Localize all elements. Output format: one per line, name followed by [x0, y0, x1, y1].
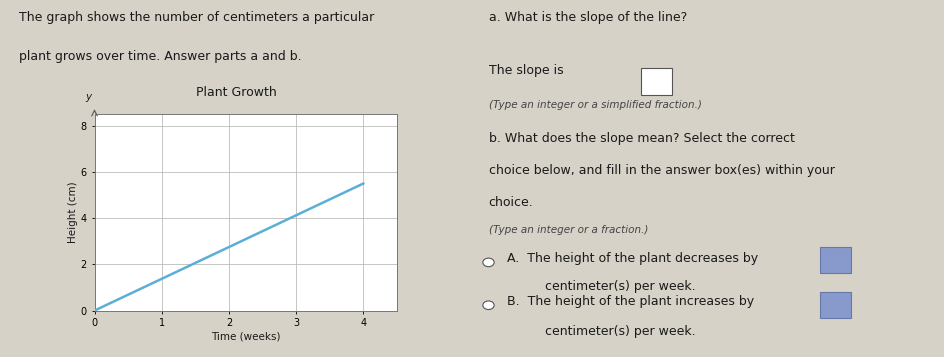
Text: B.  The height of the plant increases by: B. The height of the plant increases by	[507, 295, 753, 307]
Text: plant grows over time. Answer parts a and b.: plant grows over time. Answer parts a an…	[19, 50, 301, 63]
Text: The graph shows the number of centimeters a particular: The graph shows the number of centimeter…	[19, 11, 374, 24]
Text: A.  The height of the plant decreases by: A. The height of the plant decreases by	[507, 252, 758, 265]
Text: (Type an integer or a simplified fraction.): (Type an integer or a simplified fractio…	[488, 100, 700, 110]
Text: The slope is: The slope is	[488, 64, 563, 77]
Text: centimeter(s) per week.: centimeter(s) per week.	[521, 325, 696, 338]
Text: Plant Growth: Plant Growth	[195, 86, 277, 99]
Circle shape	[482, 301, 494, 310]
FancyBboxPatch shape	[819, 292, 850, 318]
Text: y: y	[85, 92, 92, 102]
Text: choice below, and fill in the answer box(es) within your: choice below, and fill in the answer box…	[488, 164, 834, 177]
X-axis label: Time (weeks): Time (weeks)	[211, 331, 280, 341]
Text: a. What is the slope of the line?: a. What is the slope of the line?	[488, 11, 686, 24]
FancyBboxPatch shape	[641, 68, 671, 95]
FancyBboxPatch shape	[819, 247, 850, 273]
Text: b. What does the slope mean? Select the correct: b. What does the slope mean? Select the …	[488, 132, 794, 145]
Text: (Type an integer or a fraction.): (Type an integer or a fraction.)	[488, 225, 648, 235]
Text: choice.: choice.	[488, 196, 532, 209]
Y-axis label: Height (cm): Height (cm)	[68, 182, 77, 243]
Text: centimeter(s) per week.: centimeter(s) per week.	[521, 280, 696, 293]
Circle shape	[482, 258, 494, 267]
